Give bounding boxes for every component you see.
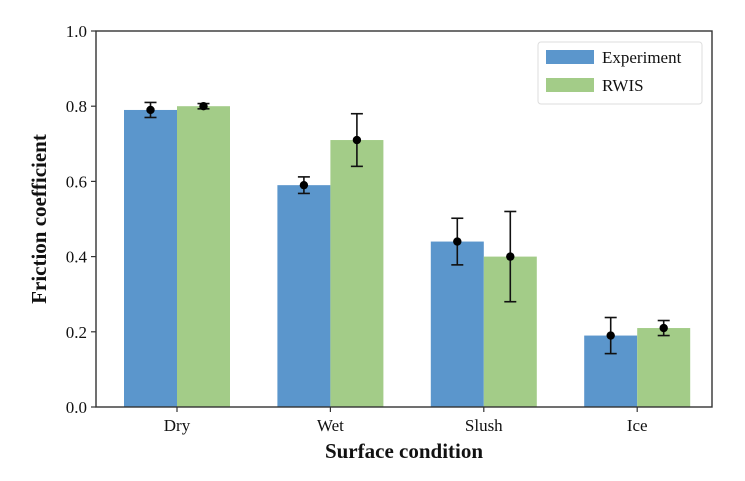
error-bar-experiment-slush (451, 217, 464, 266)
bar-rwis-wet (330, 140, 384, 408)
error-bar-rwis-dry (197, 102, 210, 111)
mean-marker (146, 105, 155, 115)
mean-marker (506, 252, 515, 261)
error-bar-experiment-ice (604, 316, 617, 355)
x-axis-title: Surface condition (325, 439, 483, 463)
legend-swatch-rwis (546, 78, 594, 92)
y-tick-label: 0.2 (66, 323, 87, 342)
x-tick-label-slush: Slush (465, 416, 503, 435)
legend: Experiment RWIS (537, 41, 703, 105)
y-tick-label: 0.0 (66, 398, 87, 417)
legend-label-rwis: RWIS (602, 76, 644, 95)
legend-label-experiment: Experiment (602, 48, 682, 67)
bar-experiment-slush (430, 241, 484, 407)
mean-marker (659, 323, 668, 333)
x-tick-label-wet: Wet (317, 416, 344, 435)
x-tick-label-ice: Ice (627, 416, 648, 435)
mean-marker (352, 135, 362, 145)
y-tick-label: 0.6 (66, 172, 87, 191)
y-axis: 0.0 0.2 0.4 0.6 0.8 1.0 (66, 22, 96, 417)
bar-rwis-dry (177, 106, 230, 407)
x-tick-label-dry: Dry (164, 416, 191, 435)
y-tick-label: 1.0 (66, 22, 87, 41)
bar-rwis-ice (637, 328, 691, 407)
error-bar-rwis-ice (657, 319, 670, 337)
mean-marker (606, 331, 615, 340)
bar-experiment-dry (124, 109, 177, 408)
y-axis-title: Friction coefficient (27, 134, 51, 304)
error-bar-experiment-wet (297, 176, 310, 195)
y-tick-label: 0.8 (66, 97, 87, 116)
mean-marker (453, 237, 462, 246)
mean-marker (299, 180, 309, 190)
error-bar-rwis-wet (350, 112, 363, 168)
legend-swatch-experiment (546, 50, 594, 64)
bar-experiment-wet (277, 185, 331, 407)
error-bar-rwis-slush (504, 210, 517, 303)
x-axis: Dry Wet Slush Ice (164, 407, 648, 435)
mean-marker (199, 102, 208, 111)
error-bars-layer (144, 101, 670, 355)
y-tick-label: 0.4 (66, 248, 88, 267)
error-bar-experiment-dry (144, 101, 157, 119)
plot-frame (95, 30, 713, 408)
bars-layer (124, 106, 691, 408)
